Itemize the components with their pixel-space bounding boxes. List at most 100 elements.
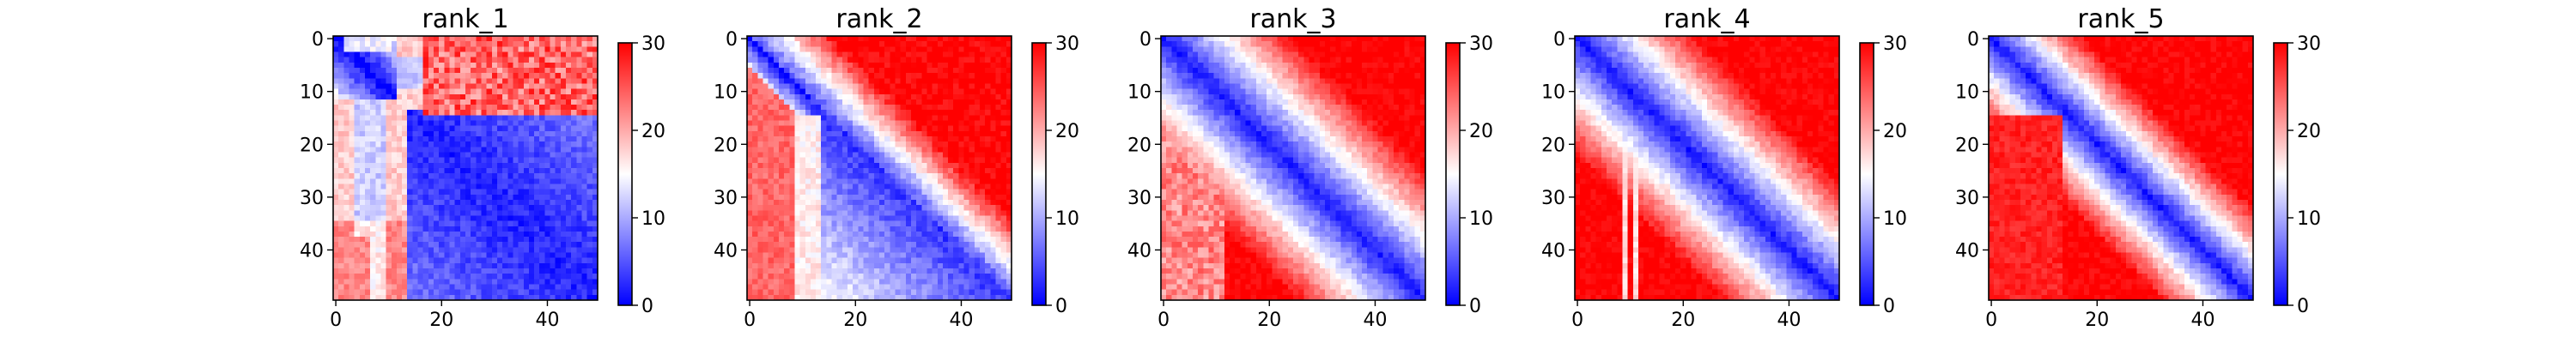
heatmap-cell: [985, 88, 991, 95]
heatmap-cell: [879, 36, 885, 42]
heatmap-cell: [333, 73, 339, 79]
heatmap-cell: [969, 120, 975, 127]
heatmap-cell: [910, 115, 917, 121]
heatmap-cell: [343, 46, 349, 52]
heatmap-cell: [338, 289, 344, 296]
heatmap-cell: [873, 115, 880, 121]
heatmap-cell: [571, 274, 577, 280]
heatmap-cell: [768, 268, 775, 274]
heatmap-cell: [884, 231, 890, 238]
heatmap-cell: [560, 210, 567, 216]
heatmap-cell: [571, 51, 577, 58]
heatmap-cell: [826, 141, 832, 147]
heatmap-cell: [895, 152, 902, 159]
heatmap-cell: [444, 130, 450, 137]
heatmap-cell: [375, 268, 381, 274]
heatmap-cell: [412, 252, 418, 259]
heatmap-cell: [454, 99, 461, 105]
heatmap-cell: [768, 152, 775, 159]
heatmap-cell: [534, 147, 540, 153]
y-tick-label: 40: [300, 240, 324, 262]
heatmap-cell: [990, 57, 996, 63]
heatmap-cell: [958, 152, 964, 159]
heatmap-cell: [486, 83, 493, 89]
heatmap-cell: [831, 262, 838, 269]
heatmap-cell: [439, 115, 445, 121]
heatmap-cell: [868, 110, 875, 116]
heatmap-cell: [958, 252, 964, 259]
heatmap-cell: [831, 130, 838, 137]
heatmap-cell: [821, 99, 827, 105]
heatmap-cell: [571, 141, 577, 147]
heatmap-cell: [752, 268, 758, 274]
heatmap-cell: [816, 210, 822, 216]
heatmap-cell: [905, 268, 912, 274]
heatmap-cell: [1000, 262, 1007, 269]
heatmap-cell: [550, 199, 556, 206]
heatmap-cell: [953, 41, 959, 47]
heatmap-cell: [402, 247, 408, 253]
heatmap-cell: [752, 189, 758, 196]
heatmap-cell: [778, 242, 785, 248]
heatmap-cell: [752, 136, 758, 142]
heatmap-cell: [555, 67, 562, 74]
heatmap-cell: [969, 226, 975, 232]
heatmap-cell: [1005, 257, 1012, 264]
heatmap-cell: [768, 242, 775, 248]
heatmap-cell: [439, 205, 445, 211]
heatmap-cell: [333, 78, 339, 84]
heatmap-cell: [848, 120, 854, 127]
heatmap-cell: [974, 284, 981, 291]
heatmap-cell: [343, 125, 349, 132]
heatmap-cell: [821, 173, 827, 179]
heatmap-cell: [974, 262, 981, 269]
heatmap-cell: [762, 231, 769, 238]
heatmap-cell: [980, 210, 986, 216]
heatmap-cell: [491, 51, 498, 58]
heatmap-cell: [942, 110, 949, 116]
heatmap-cell: [942, 46, 949, 52]
heatmap-cell: [560, 157, 567, 164]
heatmap-cell: [343, 62, 349, 69]
heatmap-cell: [932, 83, 939, 89]
heatmap-cell: [560, 189, 567, 196]
heatmap-cell: [333, 130, 339, 137]
heatmap-cell: [471, 162, 477, 169]
heatmap-cell: [486, 41, 493, 47]
heatmap-cell: [428, 125, 434, 132]
heatmap-cell: [481, 268, 488, 274]
heatmap-cell: [789, 189, 795, 196]
heatmap-cell: [407, 78, 413, 84]
heatmap-cell: [757, 62, 763, 69]
heatmap-cell: [953, 262, 959, 269]
heatmap-cell: [396, 152, 403, 159]
heatmap-cell: [784, 189, 790, 196]
heatmap-cell: [396, 279, 403, 285]
heatmap-cell: [821, 141, 827, 147]
heatmap-cell: [927, 215, 933, 221]
heatmap-cell: [910, 67, 917, 74]
heatmap-cell: [507, 252, 513, 259]
heatmap-cell: [507, 173, 513, 179]
heatmap-cell: [757, 294, 763, 301]
heatmap-cell: [434, 78, 440, 84]
heatmap-cell: [454, 210, 461, 216]
heatmap-cell: [900, 152, 907, 159]
heatmap-cell: [884, 41, 890, 47]
heatmap-cell: [471, 231, 477, 238]
heatmap-cell: [942, 205, 949, 211]
heatmap-cell: [349, 78, 355, 84]
heatmap-cell: [762, 252, 769, 259]
heatmap-cell: [539, 257, 545, 264]
heatmap-cell: [895, 220, 902, 227]
heatmap-cell: [747, 205, 753, 211]
heatmap-cell: [969, 237, 975, 243]
heatmap-cell: [974, 83, 981, 89]
heatmap-cell: [752, 115, 758, 121]
heatmap-cell: [974, 252, 981, 259]
heatmap-cell: [349, 136, 355, 142]
heatmap-cell: [550, 205, 556, 211]
heatmap-cell: [953, 99, 959, 105]
heatmap-cell: [836, 215, 843, 221]
heatmap-cell: [396, 105, 403, 111]
